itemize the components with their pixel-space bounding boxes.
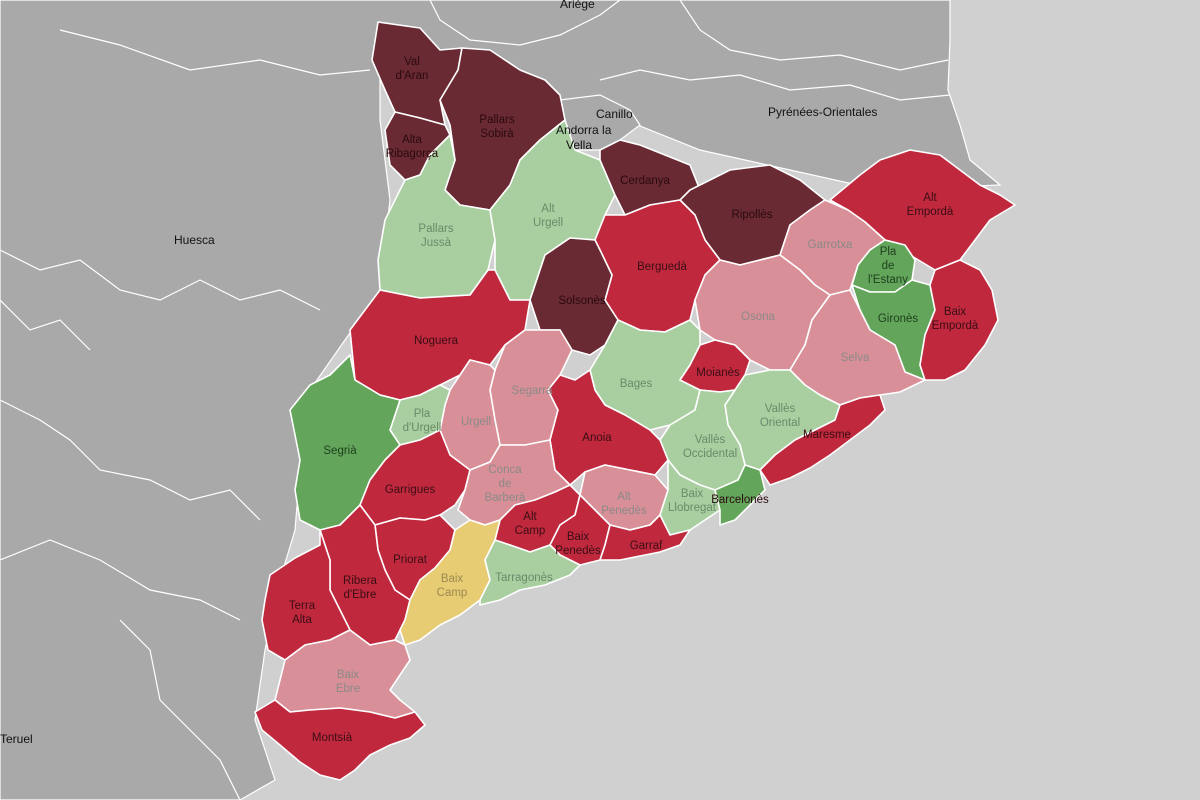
label-pallars-jussa: Pallars Jussà: [418, 223, 453, 249]
label-baix-llobregat: Baix Llobregat: [668, 488, 717, 514]
label-pallars-sobira: Pallars Sobirà: [479, 114, 514, 140]
label-maresme: Maresme: [803, 429, 851, 441]
label-anoia: Anoia: [582, 432, 612, 444]
label-val-d-aran: Val d'Aran: [396, 56, 429, 82]
region-maresme[interactable]: [759, 394, 886, 486]
label-cerdanya: Cerdanya: [620, 175, 670, 187]
label-moianes: Moianès: [696, 367, 740, 379]
label-baix-emporda: Baix Empordà: [932, 306, 979, 332]
place-label-ariege: Ariège: [560, 0, 595, 11]
label-barcelones: Barcelonès: [711, 494, 769, 506]
region-tarragones[interactable]: [479, 539, 581, 606]
label-alt-camp: Alt Camp: [515, 511, 546, 537]
label-alt-emporda: Alt Empordà: [907, 192, 954, 218]
label-segria: Segrià: [323, 445, 357, 457]
region-baix-camp[interactable]: [399, 519, 501, 646]
label-vall-occidental: Vallès Occidental: [683, 434, 737, 460]
label-baix-penedes: Baix Penedès: [555, 531, 601, 557]
label-terra-alta: Terra Alta: [289, 600, 316, 626]
label-priorat: Priorat: [393, 554, 428, 566]
comarca-labels: Val d'Aran Pallars Sobirà Alta Ribagorça Pa…: [289, 56, 979, 744]
label-ripolles: Ripollès: [732, 209, 773, 221]
place-label-huesca: Huesca: [174, 233, 215, 247]
label-baix-ebre: Baix Ebre: [336, 669, 360, 695]
label-ribera-d-ebre: Ribera d'Ebre: [343, 575, 377, 601]
label-bergueda: Berguedà: [637, 261, 687, 273]
label-girones: Gironès: [878, 313, 919, 325]
label-pla-d-urgell: Pla d'Urgell: [403, 408, 442, 434]
region-garraf[interactable]: [599, 514, 691, 561]
place-label-vella: Vella: [566, 138, 592, 152]
place-label-canillo: Canillo: [596, 107, 633, 121]
region-baix-emporda[interactable]: [919, 259, 999, 381]
label-garrotxa: Garrotxa: [808, 239, 853, 251]
region-baix-llobregat[interactable]: [659, 459, 721, 536]
label-alt-urgell: Alt Urgell: [533, 203, 563, 229]
label-alta-ribagorca: Alta Ribagorça: [386, 134, 439, 160]
label-montsia: Montsià: [312, 732, 353, 744]
place-label-pyrenees-orientales: Pyrénées-Orientales: [768, 105, 877, 119]
label-osona: Osona: [741, 311, 775, 323]
label-garrigues: Garrigues: [385, 484, 436, 496]
label-vall-oriental: Vallès Oriental: [760, 403, 800, 429]
label-solsones: Solsonès: [558, 295, 606, 307]
label-baix-camp: Baix Camp: [437, 573, 468, 599]
place-label-teruel: Teruel: [0, 732, 33, 746]
label-alt-penedes: Alt Penedès: [601, 491, 647, 517]
label-conca-de-barbera: Conca de Barberà: [485, 464, 527, 504]
label-segarra: Segarra: [512, 385, 554, 397]
label-noguera: Noguera: [414, 335, 459, 347]
comarques-layer: [254, 21, 1016, 781]
place-label-andorra-la: Andorra la: [556, 123, 612, 137]
place-labels: Ariège Canillo Andorra la Vella Pyrénées…: [0, 0, 877, 746]
label-selva: Selva: [841, 352, 870, 364]
label-urgell: Urgell: [461, 416, 491, 428]
label-pla-de-l-estany: Pla de l'Estany: [868, 246, 908, 286]
label-garraf: Garraf: [630, 540, 663, 552]
region-barcelones[interactable]: [714, 464, 766, 526]
label-bages: Bages: [620, 378, 653, 390]
label-tarragones: Tarragonès: [495, 572, 553, 584]
region-montsia[interactable]: [254, 699, 426, 781]
region-val-d-aran[interactable]: [371, 21, 463, 126]
surrounding-land: [0, 0, 1002, 800]
